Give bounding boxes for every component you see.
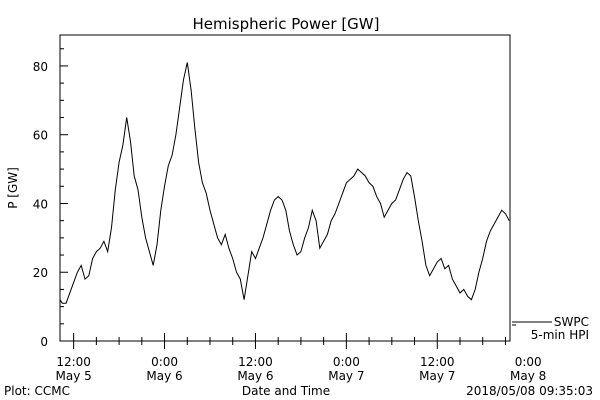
x-tick-label-time: 0:00: [515, 355, 542, 369]
x-tick-label-date: May 6: [146, 369, 182, 383]
x-tick-label-date: May 5: [56, 369, 92, 383]
chart-title: Hemispheric Power [GW]: [193, 15, 380, 33]
plot-frame: [59, 34, 511, 342]
x-tick-label-date: May 7: [419, 369, 455, 383]
x-tick-label-date: May 8: [510, 369, 546, 383]
legend-label-swpc: SWPC: [554, 315, 589, 329]
x-tick-label-time: 12:00: [238, 355, 273, 369]
legend-label-5min-hpi: 5-min HPI: [531, 328, 589, 342]
y-tick-label: 60: [33, 129, 48, 143]
x-tick-label-time: 12:00: [56, 355, 91, 369]
y-major-ticks: [60, 65, 68, 342]
y-tick-label: 80: [33, 60, 48, 74]
footer-plot-credit: Plot: CCMC: [4, 384, 70, 398]
x-tick-label-time: 0:00: [333, 355, 360, 369]
y-tick-labels: 0 20 40 60 80: [33, 60, 48, 349]
y-tick-label: 0: [40, 335, 48, 349]
x-axis-label: Date and Time: [242, 384, 330, 398]
series-line-hemispheric-power: [59, 62, 510, 304]
x-tick-label-date: May 6: [237, 369, 273, 383]
x-ticks: [73, 333, 506, 349]
x-tick-label-time: 12:00: [420, 355, 455, 369]
y-tick-label: 20: [33, 266, 48, 280]
x-tick-label-date: May 7: [328, 369, 364, 383]
y-minor-ticks: [60, 48, 64, 325]
x-tick-label-time: 0:00: [151, 355, 178, 369]
footer-timestamp: 2018/05/08 09:35:03: [466, 384, 593, 398]
legend: SWPC 5-min HPI: [512, 315, 589, 342]
y-tick-label: 40: [33, 197, 48, 211]
y-axis-label: P [GW]: [6, 167, 20, 209]
